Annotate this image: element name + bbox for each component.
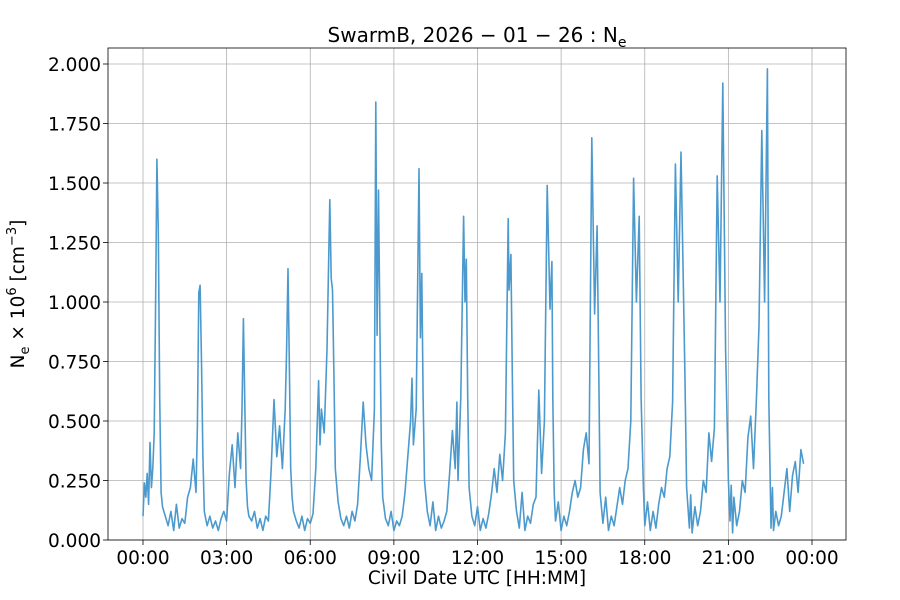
- x-axis-label: Civil Date UTC [HH:MM]: [368, 568, 586, 589]
- plot-frame: [107, 47, 847, 541]
- y-tick-label: 0.750: [48, 353, 101, 374]
- x-axis-ticks: 00:00 03:00 06:00 09:00 12:00 15:00 18:00 21:00…: [116, 540, 839, 569]
- y-tick-label: 1.750: [48, 115, 101, 136]
- y-axis-label: Ne × 106 [cm−3]: [5, 220, 33, 369]
- x-tick-label: 03:00: [200, 548, 253, 569]
- y-tick-label: 1.000: [48, 293, 101, 314]
- x-tick-label: 12:00: [451, 548, 504, 569]
- y-tick-label: 1.500: [48, 174, 101, 195]
- x-tick-label: 06:00: [284, 548, 337, 569]
- x-tick-label: 21:00: [702, 548, 755, 569]
- y-tick-label: 0.250: [48, 472, 101, 493]
- x-tick-label: 18:00: [618, 548, 671, 569]
- grid-lines: [108, 48, 846, 541]
- x-tick-label: 09:00: [367, 548, 420, 569]
- y-tick-label: 0.500: [48, 412, 101, 433]
- y-tick-label: 0.000: [48, 531, 101, 552]
- y-axis-ticks: 0.000 0.250 0.500 0.750 1.000 1.250 1.500 1.750…: [48, 55, 108, 552]
- ne-series-line: [142, 68, 805, 534]
- y-tick-label: 1.250: [48, 234, 101, 255]
- y-tick-label: 2.000: [48, 55, 101, 76]
- x-tick-label: 00:00: [116, 548, 169, 569]
- x-tick-label: 15:00: [534, 548, 587, 569]
- x-tick-label: 00:00: [785, 548, 838, 569]
- chart-title: SwarmB, 2026 − 01 − 26 : Ne: [328, 23, 627, 51]
